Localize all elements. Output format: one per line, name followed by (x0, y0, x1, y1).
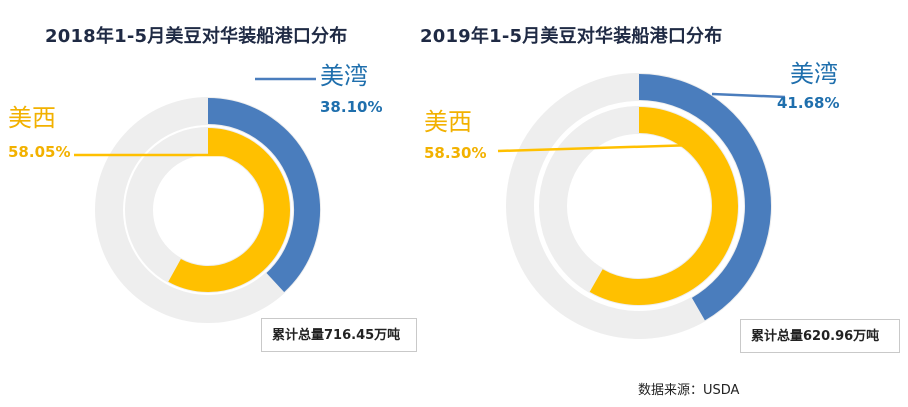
chart-title-2019: 2019年1-5月美豆对华装船港口分布 (420, 26, 723, 47)
total-volume-2019: 累计总量620.96万吨 (740, 319, 900, 353)
leader-line-gulf-2019 (711, 92, 786, 99)
bar-gulf-2018 (207, 98, 320, 293)
data-label-gulf-2019: 41.68% (777, 94, 839, 112)
data-label-gulf-2018: 38.10% (320, 98, 382, 116)
chart-title-2018: 2018年1-5月美豆对华装船港口分布 (45, 26, 348, 47)
source-note: 数据来源：USDA (638, 383, 740, 398)
total-volume-2018: 累计总量716.45万吨 (261, 318, 417, 352)
bar-west-2018 (168, 128, 290, 292)
data-label-west-2019: 58.30% (424, 144, 486, 162)
legend-label-gulf-2019: 美湾 (790, 60, 838, 88)
leader-line-west-2019 (497, 143, 696, 153)
legend-label-gulf-2018: 美湾 (320, 62, 368, 90)
bar-gulf-2019 (638, 74, 771, 321)
legend-label-west-2018: 美西 (8, 104, 56, 132)
data-label-west-2018: 58.05% (8, 143, 70, 161)
bar-west-2019 (589, 107, 738, 305)
legend-label-west-2019: 美西 (424, 108, 472, 136)
